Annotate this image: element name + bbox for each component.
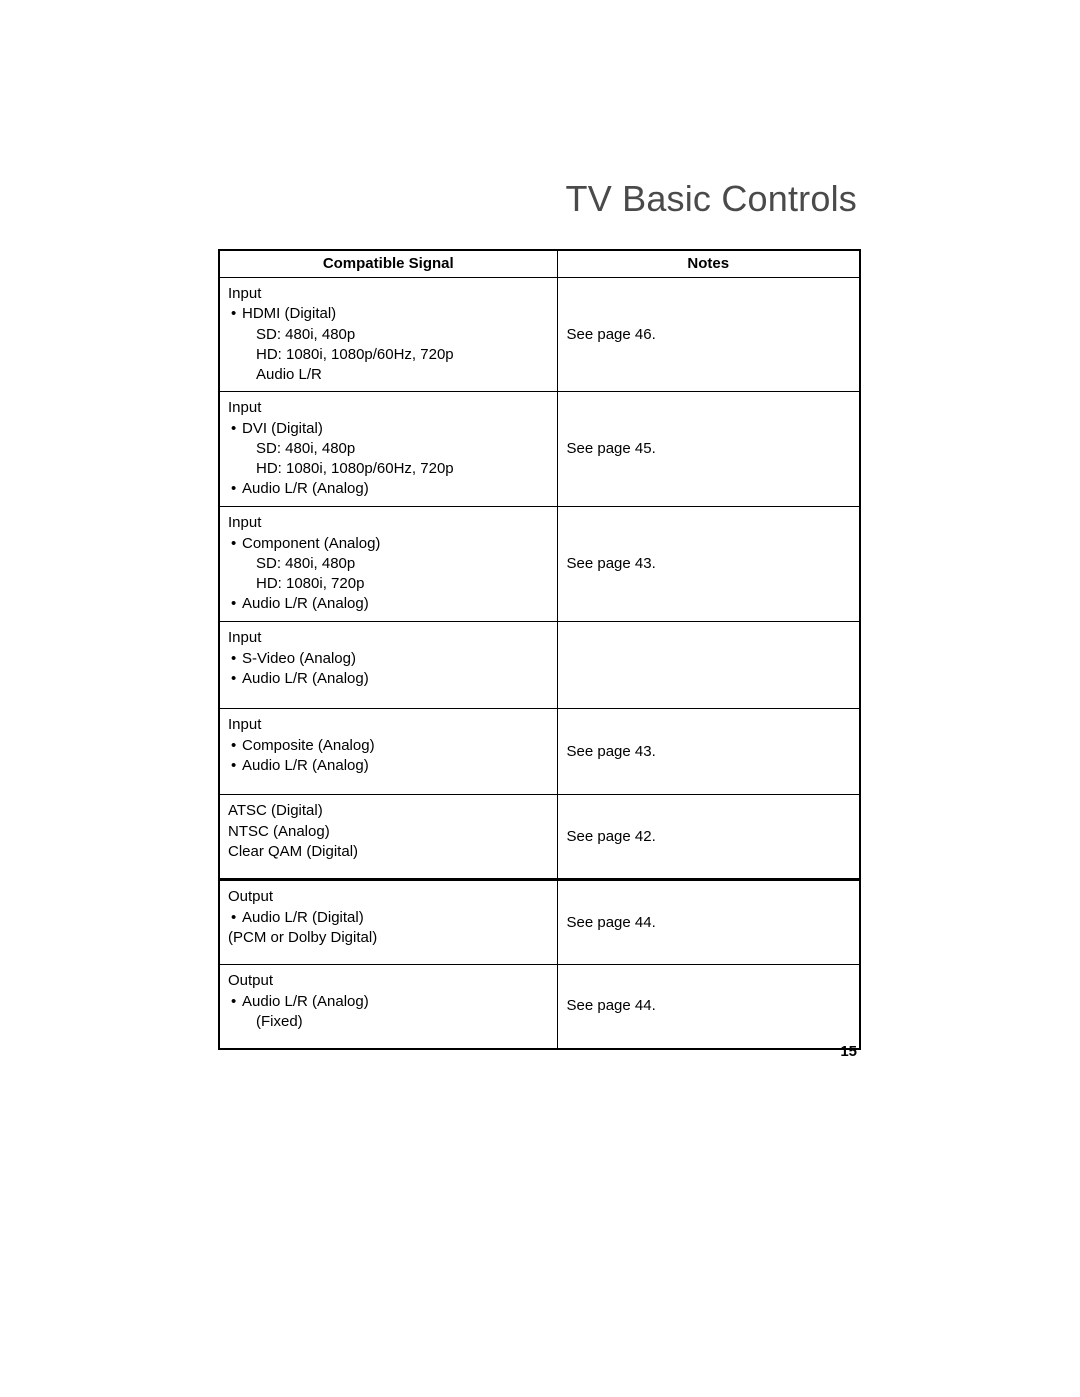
table-row: ATSC (Digital)NTSC (Analog)Clear QAM (Di… [219,795,860,880]
table-header-row: Compatible Signal Notes [219,250,860,278]
table-row: OutputAudio L/R (Digital)(PCM or Dolby D… [219,880,860,965]
table-body: InputHDMI (Digital)SD: 480i, 480pHD: 108… [219,278,860,1049]
signal-cell: OutputAudio L/R (Analog)(Fixed) [219,965,557,1049]
table-row: InputS-Video (Analog)Audio L/R (Analog) [219,622,860,709]
notes-cell: See page 44. [557,880,860,965]
table-row: InputHDMI (Digital)SD: 480i, 480pHD: 108… [219,278,860,392]
notes-cell: See page 43. [557,709,860,795]
signal-cell: InputComponent (Analog)SD: 480i, 480pHD:… [219,507,557,622]
document-page: TV Basic Controls Compatible Signal Note… [0,0,1080,1397]
table-row: InputComposite (Analog)Audio L/R (Analog… [219,709,860,795]
notes-cell: See page 46. [557,278,860,392]
table-row: InputDVI (Digital)SD: 480i, 480pHD: 1080… [219,392,860,507]
notes-cell [557,622,860,709]
signal-cell: ATSC (Digital)NTSC (Analog)Clear QAM (Di… [219,795,557,880]
signal-cell: OutputAudio L/R (Digital)(PCM or Dolby D… [219,880,557,965]
signal-table: Compatible Signal Notes InputHDMI (Digit… [218,249,861,1050]
notes-cell: See page 45. [557,392,860,507]
signal-cell: InputHDMI (Digital)SD: 480i, 480pHD: 108… [219,278,557,392]
table-row: InputComponent (Analog)SD: 480i, 480pHD:… [219,507,860,622]
table-row: OutputAudio L/R (Analog)(Fixed)See page … [219,965,860,1049]
col-header-signal: Compatible Signal [219,250,557,278]
notes-cell: See page 43. [557,507,860,622]
notes-cell: See page 44. [557,965,860,1049]
page-number: 15 [840,1043,857,1060]
signal-cell: InputDVI (Digital)SD: 480i, 480pHD: 1080… [219,392,557,507]
signal-cell: InputComposite (Analog)Audio L/R (Analog… [219,709,557,795]
page-title: TV Basic Controls [566,178,858,220]
col-header-notes: Notes [557,250,860,278]
signal-cell: InputS-Video (Analog)Audio L/R (Analog) [219,622,557,709]
notes-cell: See page 42. [557,795,860,880]
